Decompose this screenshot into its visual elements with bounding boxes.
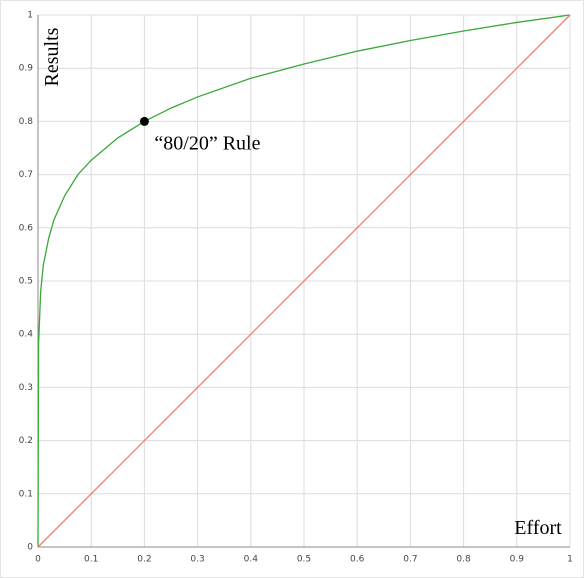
y-tick-label: 0.1 (19, 489, 33, 499)
annotation-label: “80/20” Rule (154, 132, 260, 154)
y-tick-label: 0.6 (19, 223, 34, 233)
line (37, 14, 571, 548)
annotation-point (139, 116, 149, 126)
y-tick-label: 0.8 (19, 117, 34, 127)
x-tick-label: 0 (35, 555, 41, 565)
line (37, 14, 571, 548)
y-axis-label: Results (41, 27, 63, 86)
y-tick-label: 0.7 (19, 170, 33, 180)
y-tick-label: 0.4 (19, 330, 34, 340)
y-tick-label: 1 (27, 11, 33, 21)
y-tick-label: 0.9 (19, 64, 34, 74)
x-tick-label: 0.2 (137, 555, 151, 565)
x-tick-label: 0.3 (190, 555, 204, 565)
y-tick-label: 0 (27, 543, 33, 553)
x-tick-label: 0.1 (84, 555, 98, 565)
x-tick-label: 0.7 (403, 555, 417, 565)
y-tick-label: 0.5 (19, 277, 33, 287)
x-tick-label: 1 (567, 555, 573, 565)
x-tick-label: 0.9 (510, 555, 525, 565)
y-tick-label: 0.2 (19, 436, 33, 446)
x-tick-label: 0.6 (350, 555, 365, 565)
y-tick-label: 0.3 (19, 383, 33, 393)
x-tick-label: 0.8 (456, 555, 471, 565)
x-axis-label: Effort (514, 517, 562, 539)
x-tick-label: 0.4 (244, 555, 259, 565)
x-tick-label: 0.5 (297, 555, 311, 565)
